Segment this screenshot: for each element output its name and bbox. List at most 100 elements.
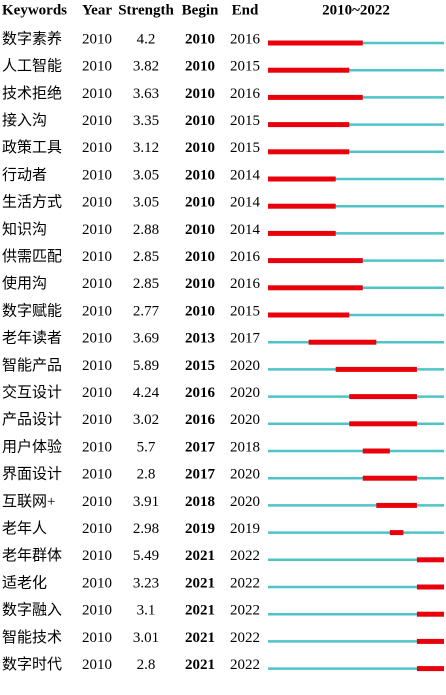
strength: 4.2	[137, 31, 156, 47]
burst-bar	[268, 258, 363, 264]
year: 2010	[82, 331, 112, 347]
year: 2010	[82, 521, 112, 537]
year: 2010	[82, 575, 112, 591]
keyword: 用户体验	[2, 438, 62, 455]
burst-bar	[362, 475, 417, 481]
begin: 2015	[185, 358, 215, 374]
keyword: 产品设计	[2, 411, 62, 428]
end: 2020	[230, 494, 260, 510]
year: 2010	[82, 31, 112, 47]
year: 2010	[82, 113, 112, 129]
burst-bar	[389, 530, 404, 536]
strength: 4.24	[133, 385, 160, 401]
strength: 3.05	[133, 195, 159, 211]
begin: 2010	[185, 167, 215, 183]
begin: 2021	[185, 603, 215, 619]
keyword: 交互设计	[2, 383, 62, 401]
begin: 2017	[185, 439, 216, 455]
keyword: 技术拒绝	[2, 85, 62, 102]
strength: 2.88	[133, 222, 159, 238]
end: 2022	[230, 575, 260, 591]
end: 2020	[230, 385, 260, 401]
keyword: 数字融入	[2, 602, 62, 619]
begin: 2010	[185, 140, 215, 156]
strength: 2.98	[133, 521, 159, 537]
year: 2010	[82, 303, 112, 319]
keyword: 政策工具	[2, 139, 62, 156]
end: 2017	[230, 331, 261, 347]
burst-bar	[268, 94, 363, 100]
keyword: 人工智能	[2, 57, 62, 75]
burst-bar	[268, 40, 363, 46]
burst-bar	[308, 339, 377, 345]
burst-bar	[268, 176, 336, 182]
keyword: 老年群体	[2, 547, 62, 564]
year: 2010	[82, 467, 112, 483]
begin: 2010	[185, 195, 215, 211]
end: 2016	[230, 249, 261, 265]
begin: 2016	[185, 385, 216, 401]
end: 2022	[230, 657, 260, 673]
strength: 3.12	[133, 140, 159, 156]
keyword: 生活方式	[2, 194, 62, 211]
strength: 3.05	[133, 167, 159, 183]
begin: 2010	[185, 113, 215, 129]
end: 2015	[230, 59, 260, 75]
end: 2014	[230, 222, 261, 238]
burst-bar	[268, 203, 336, 209]
keyword: 使用沟	[2, 275, 47, 292]
end: 2014	[230, 195, 261, 211]
strength: 3.35	[133, 113, 159, 129]
keyword: 适老化	[2, 574, 47, 591]
year: 2010	[82, 222, 112, 238]
strength: 3.82	[133, 59, 159, 75]
strength: 2.77	[133, 303, 160, 319]
strength: 3.63	[133, 86, 159, 102]
burst-bar	[268, 149, 350, 155]
header-cell: End	[232, 2, 259, 18]
burst-bar	[268, 122, 350, 128]
strength: 3.69	[133, 331, 159, 347]
year: 2010	[82, 439, 112, 455]
keyword: 知识沟	[2, 221, 47, 238]
burst-bar	[362, 448, 390, 454]
begin: 2021	[185, 575, 215, 591]
begin: 2010	[185, 31, 215, 47]
strength: 3.1	[137, 603, 156, 619]
burst-bar	[416, 611, 444, 617]
keyword: 数字赋能	[2, 302, 62, 319]
year: 2010	[82, 86, 112, 102]
begin: 2010	[185, 249, 215, 265]
burst-bar	[268, 285, 363, 291]
keyword: 行动者	[2, 166, 47, 183]
strength: 3.02	[133, 412, 159, 428]
burst-bar	[268, 230, 336, 236]
end: 2016	[230, 86, 261, 102]
keyword: 数字素养	[2, 30, 62, 47]
keyword: 互联网+	[2, 493, 55, 510]
burst-bar	[349, 394, 417, 400]
begin: 2021	[185, 630, 215, 646]
end: 2018	[230, 439, 260, 455]
year: 2010	[82, 167, 112, 183]
keyword: 智能技术	[2, 628, 62, 646]
burst-bar	[416, 638, 444, 644]
strength: 2.8	[137, 657, 156, 673]
year: 2010	[82, 630, 112, 646]
burst-bar	[416, 557, 444, 563]
end: 2015	[230, 113, 260, 129]
begin: 2021	[185, 657, 215, 673]
burst-bar	[349, 421, 417, 427]
begin: 2010	[185, 59, 215, 75]
begin: 2018	[185, 494, 215, 510]
end: 2022	[230, 630, 260, 646]
header-cell: Begin	[182, 2, 219, 18]
end: 2022	[230, 603, 260, 619]
end: 2015	[230, 140, 260, 156]
end: 2015	[230, 303, 260, 319]
keyword: 智能产品	[2, 356, 62, 374]
end: 2019	[230, 521, 260, 537]
begin: 2021	[185, 548, 215, 564]
burst-bar	[268, 67, 350, 73]
